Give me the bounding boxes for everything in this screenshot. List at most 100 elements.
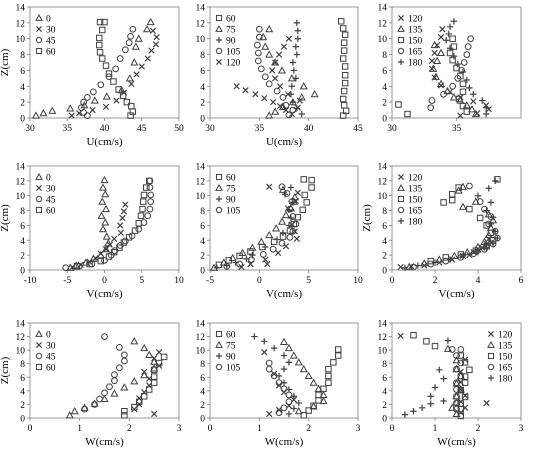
panel-2-series-4-point <box>253 41 261 49</box>
panel-3-series-5-point <box>442 37 450 44</box>
panel-6-series-4-point <box>481 205 488 213</box>
panel-9-legend-marker <box>487 352 495 360</box>
panel-5-ytick-label: 2 <box>200 252 205 262</box>
panel-4-x-axis-title: V(cm/s) <box>86 288 122 300</box>
panel-3-ytick-label: 14 <box>378 4 388 14</box>
panel-1-xtick-label: 40 <box>100 124 110 134</box>
panel-4-series-3-point <box>146 184 154 191</box>
panel-2-series-2-point <box>265 111 274 119</box>
panel-4-series-4-point <box>139 205 146 213</box>
panel-6-xtick-label: 6 <box>519 276 524 286</box>
panel-3-series-4-point <box>460 59 468 66</box>
panel-3-series-4-point <box>428 97 436 104</box>
panel-8-series-3-point <box>251 333 258 340</box>
panel-1-series-2-point <box>113 97 120 104</box>
panel-7-xtick-label: 3 <box>177 424 182 434</box>
panel-1-series-1-point <box>131 42 140 50</box>
panel-6-series-5-point <box>494 234 501 242</box>
panel-5-series-2-point <box>228 253 237 262</box>
panel-8-series-4-point <box>265 365 273 373</box>
panel-5-xtick-label: 5 <box>306 276 311 286</box>
panel-3-ytick-label: 4 <box>382 83 387 93</box>
panel-5-series-4-point <box>223 262 231 270</box>
panel-1-series-2-point <box>133 71 140 78</box>
panel-5-series-3-point <box>287 184 295 191</box>
panel-3-series-5-point <box>459 68 467 76</box>
panel-6-series-3-point <box>455 184 462 191</box>
panel-2-legend-marker <box>216 37 222 43</box>
panel-3-series-5-point <box>446 45 454 52</box>
panel-5-series-4-point <box>289 213 297 220</box>
panel-8-legend-label: 90 <box>226 353 236 363</box>
panel-6-series-3-point <box>476 214 484 222</box>
panel-5-series-2-point <box>248 243 257 251</box>
panel-1-series-3-point <box>89 88 97 96</box>
panel-2-series-5-point <box>269 67 276 74</box>
panel-1-series-2-point <box>144 55 151 62</box>
panel-2-series-5-point <box>271 59 279 66</box>
panel-1-xtick-label: 45 <box>137 124 147 134</box>
panel-1-series-3-point <box>97 81 105 89</box>
panel-2-legend-label: 75 <box>226 26 236 36</box>
panel-7-series-4-point <box>155 359 163 367</box>
panel-5-series-4-point <box>286 233 294 241</box>
panel-4-series-1-point <box>98 197 107 205</box>
panel-1-y-axis-title: Z(cm) <box>0 48 11 76</box>
panel-4-series-1-point <box>98 224 108 233</box>
panel-3-series-2-point <box>430 40 439 49</box>
panel-7-series-3-point <box>91 401 98 408</box>
panel-8-series-1-point <box>325 372 332 380</box>
panel-5-series-2-point <box>281 210 291 219</box>
panel-5-series-5-point <box>238 263 245 271</box>
panel-4-legend-marker <box>36 185 42 191</box>
panel-4-series-2-point <box>97 250 104 257</box>
panel-6-series-5-point <box>487 220 495 228</box>
panel-7-series-1-point <box>100 394 109 403</box>
panel-5-series-3-point <box>262 243 269 251</box>
panel-6-legend-label: 165 <box>408 207 423 217</box>
panel-1-series-1-point <box>31 111 41 119</box>
panel-2-series-5-point <box>282 106 290 114</box>
panel-6-series-4-point <box>442 257 450 265</box>
panel-4-legend-marker <box>35 206 43 214</box>
panel-9-legend-marker <box>487 340 495 348</box>
panel-2-series-2-point <box>299 82 308 90</box>
panel-6-series-2-point <box>463 247 472 256</box>
panel-2-series-4-point <box>282 101 290 109</box>
panel-3-series-5-point <box>470 91 477 98</box>
panel-1-series-1-point <box>66 104 75 112</box>
panel-2-series-2-point <box>297 93 306 101</box>
panel-2-series-4-point <box>279 94 287 101</box>
panel-4-series-1-point <box>98 183 108 191</box>
panel-5-series-3-point <box>279 229 287 237</box>
panel-6-series-3-point <box>442 254 449 261</box>
panel-2-xtick-label: 30 <box>205 124 215 134</box>
panel-7-series-4-point <box>131 403 138 411</box>
panel-6-series-4-point <box>427 260 435 268</box>
panel-6-series-5-point <box>431 259 439 266</box>
panel-3-series-4-point <box>454 74 462 82</box>
panel-5-series-1-point <box>286 227 294 234</box>
panel-3-series-2-point <box>433 56 442 64</box>
panel-4-legend-label: 45 <box>46 196 56 206</box>
panel-2-ytick-label: 8 <box>200 51 205 61</box>
panel-2-legend-label: 60 <box>226 15 236 25</box>
panel-2-series-3-point <box>298 110 305 118</box>
panel-5-series-1-point <box>299 206 306 214</box>
panel-4-series-1-point <box>101 218 110 226</box>
panel-5-series-5-point <box>266 183 273 190</box>
panel-2-series-5-point <box>294 104 301 111</box>
panel-3-legend-marker <box>397 36 405 44</box>
panel-3-legend-marker <box>397 24 405 32</box>
panel-7-series-1-point <box>120 383 129 391</box>
panel-2-plot-area <box>209 6 359 119</box>
panel-4-series-4-point <box>125 234 133 241</box>
panel-5-series-3-point <box>273 236 281 243</box>
panel-6-series-2-point <box>435 255 444 263</box>
panel-5-series-1-point <box>300 176 307 183</box>
panel-3-series-4-point <box>463 51 471 58</box>
panel-9-series-3-point <box>457 386 465 394</box>
panel-6-ytick-label: 6 <box>382 222 387 232</box>
panel-5-series-3-point <box>213 264 221 271</box>
